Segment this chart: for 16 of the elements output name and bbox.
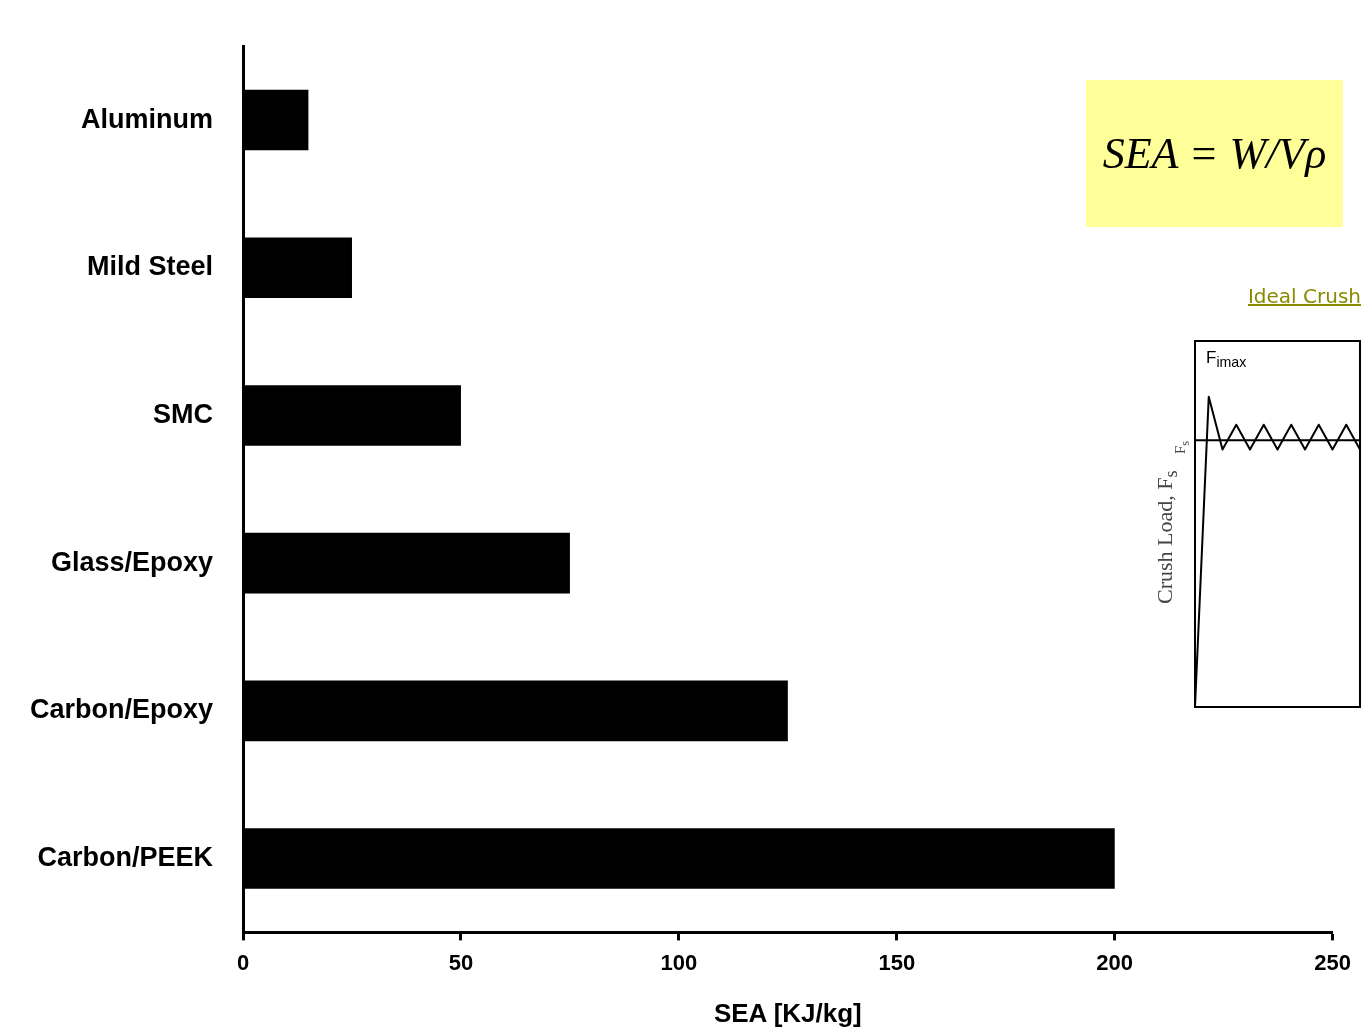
y-tick-label: Carbon/Epoxy [30,694,214,725]
x-axis-title: SEA [KJ/kg] [713,997,862,1028]
x-tick-label: 200 [1096,949,1134,975]
y-tick-label: Glass/Epoxy [50,546,214,577]
y-tick-label: Carbon/PEEK [37,842,214,872]
annotation: F$_{imax}$ [1206,348,1247,371]
x-tick-label: 150 [878,949,916,975]
annotation: SEA = W/Vρ [1086,80,1343,227]
y-tick-label: Mild Steel [87,251,214,282]
x-tick-label: 250 [1314,949,1352,975]
chart-title: Ideal Crush [1247,284,1361,308]
x-tick-label: 50 [448,949,474,975]
y-tick-label: SMC [153,398,214,429]
y-tick-label: Aluminum [81,103,214,134]
x-tick-label: 0 [236,949,250,975]
x-tick-label: 100 [660,949,698,975]
